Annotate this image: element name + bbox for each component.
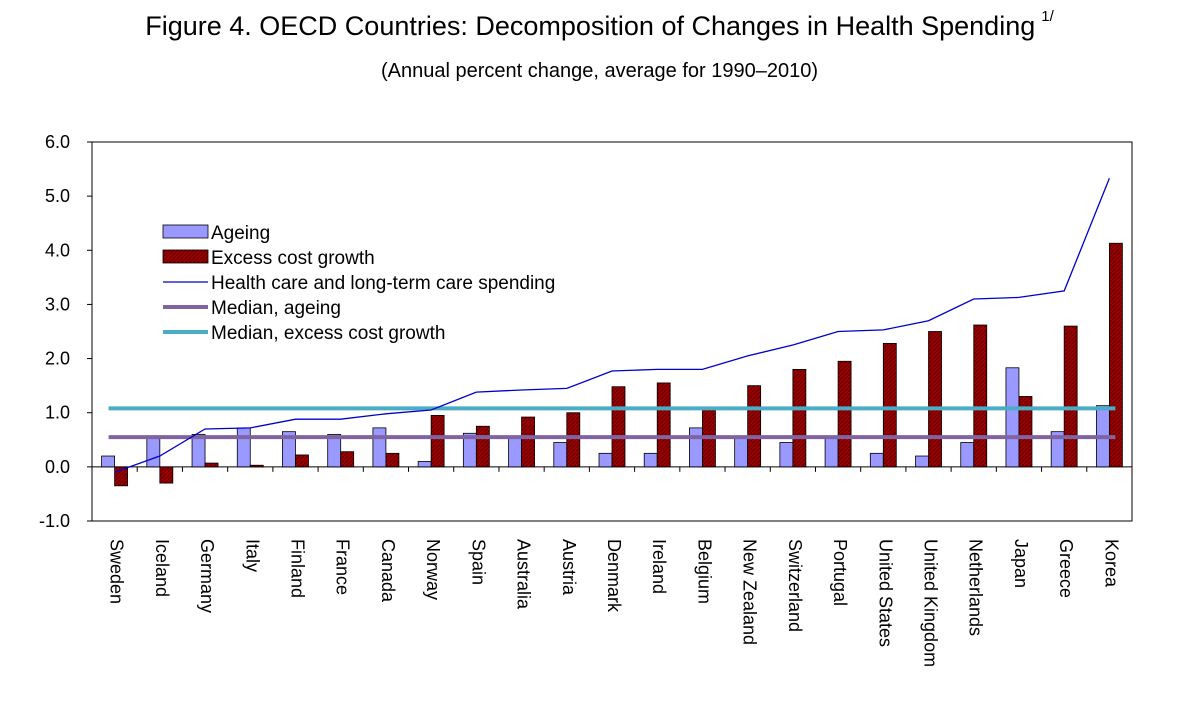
x-category-label: Germany bbox=[197, 539, 217, 613]
health-spending-line bbox=[114, 178, 1111, 473]
legend-label: Ageing bbox=[211, 223, 270, 244]
bar-ageing bbox=[1005, 367, 1020, 468]
x-category-label: Spain bbox=[468, 539, 488, 585]
x-category-label: Canada bbox=[378, 539, 398, 603]
bar-ageing bbox=[327, 433, 342, 468]
bar-excess-cost-growth bbox=[973, 324, 988, 468]
bar-ageing bbox=[915, 455, 929, 468]
y-tick-label: -1.0 bbox=[39, 511, 70, 531]
bar-ageing bbox=[146, 436, 161, 468]
x-category-label: Belgium bbox=[694, 539, 714, 604]
x-category-label: Norway bbox=[423, 539, 443, 600]
y-tick-label: 3.0 bbox=[45, 294, 70, 314]
y-tick-label: 4.0 bbox=[45, 240, 70, 260]
bar-ageing bbox=[689, 427, 703, 468]
y-tick-label: 2.0 bbox=[45, 349, 70, 369]
bar-excess-cost-growth bbox=[475, 425, 490, 468]
chart-subtitle: (Annual percent change, average for 1990… bbox=[381, 60, 818, 82]
bar-ageing bbox=[643, 452, 658, 468]
x-category-label: Greece bbox=[1056, 539, 1076, 598]
bar-excess-cost-growth bbox=[295, 454, 309, 468]
bar-ageing bbox=[282, 431, 296, 468]
bar-ageing bbox=[101, 455, 116, 468]
x-category-label: Denmark bbox=[604, 539, 624, 613]
bar-ageing bbox=[191, 433, 206, 468]
y-tick-label: 6.0 bbox=[45, 132, 70, 152]
x-category-label: New Zealand bbox=[740, 539, 760, 645]
bar-excess-cost-growth bbox=[249, 464, 264, 468]
bar-ageing bbox=[553, 442, 568, 468]
title-footnote-marker: 1/ bbox=[1041, 8, 1054, 25]
bar-excess-cost-growth bbox=[521, 416, 535, 468]
bar-excess-cost-growth bbox=[385, 452, 400, 468]
bar-excess-cost-growth bbox=[1063, 325, 1078, 468]
bar-excess-cost-growth bbox=[747, 385, 762, 468]
x-category-label: Portugal bbox=[830, 539, 850, 606]
bar-excess-cost-growth bbox=[837, 360, 852, 468]
bar-excess-cost-growth bbox=[792, 368, 807, 468]
bar-ageing bbox=[236, 427, 251, 468]
x-category-label: Austria bbox=[559, 539, 579, 596]
y-tick-label: 5.0 bbox=[45, 186, 70, 206]
x-category-label: Japan bbox=[1011, 539, 1031, 588]
bar-ageing bbox=[417, 461, 432, 468]
y-tick-label: 0.0 bbox=[45, 457, 70, 477]
bar-ageing bbox=[779, 442, 794, 468]
bar-excess-cost-growth bbox=[566, 412, 581, 468]
x-category-label: Sweden bbox=[107, 539, 127, 604]
bar-ageing bbox=[824, 436, 839, 468]
bar-excess-cost-growth bbox=[656, 382, 671, 468]
legend-label: Excess cost growth bbox=[211, 248, 375, 269]
bar-excess-cost-growth bbox=[204, 462, 219, 468]
bar-ageing bbox=[869, 452, 884, 468]
bar-excess-cost-growth bbox=[1018, 396, 1033, 468]
legend-label: Median, excess cost growth bbox=[211, 323, 445, 344]
legend-swatch-excess-cost-growth bbox=[162, 249, 209, 264]
bar-excess-cost-growth bbox=[1108, 242, 1123, 468]
x-category-label: Netherlands bbox=[966, 539, 986, 636]
chart-legend: Ageing Excess cost growth Health care and … bbox=[162, 223, 555, 344]
x-category-label: United Kingdom bbox=[921, 539, 941, 667]
x-category-label: Switzerland bbox=[785, 539, 805, 632]
x-category-label: United States bbox=[875, 539, 895, 647]
bar-ageing bbox=[734, 436, 749, 468]
bar-excess-cost-growth bbox=[430, 415, 445, 468]
bar-excess-cost-growth bbox=[340, 451, 355, 468]
bar-excess-cost-growth bbox=[928, 331, 942, 468]
x-category-label: Iceland bbox=[152, 539, 172, 597]
chart-title: Figure 4. OECD Countries: Decomposition … bbox=[0, 8, 1199, 42]
chart-title-text: Figure 4. OECD Countries: Decomposition … bbox=[145, 11, 1036, 41]
bar-ageing bbox=[372, 427, 387, 468]
y-tick-label: 1.0 bbox=[45, 403, 70, 423]
x-category-label: Korea bbox=[1101, 539, 1121, 588]
bar-excess-cost-growth bbox=[611, 386, 626, 468]
x-category-label: Finland bbox=[287, 539, 307, 598]
plot-area: 6.0 5.0 4.0 3.0 2.0 1.0 0.0 -1.0 Sweden Iceland Ge… bbox=[39, 132, 1133, 667]
bar-excess-cost-growth bbox=[882, 343, 897, 468]
x-category-label: Australia bbox=[514, 539, 534, 610]
legend-label: Health care and long-term care spending bbox=[211, 273, 555, 294]
legend-swatch-ageing bbox=[162, 224, 209, 239]
x-category-label: Ireland bbox=[649, 539, 669, 594]
bar-excess-cost-growth bbox=[159, 466, 174, 484]
bar-ageing bbox=[960, 442, 975, 468]
x-category-label: France bbox=[333, 539, 353, 595]
x-category-label: Italy bbox=[242, 539, 262, 572]
legend-label: Median, ageing bbox=[211, 298, 341, 319]
bar-ageing bbox=[508, 436, 522, 468]
bar-ageing bbox=[598, 452, 613, 468]
